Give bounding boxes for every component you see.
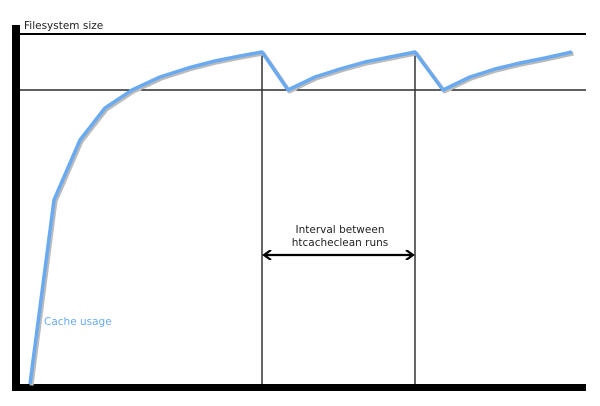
x-axis: [12, 384, 586, 391]
y-axis: [12, 25, 20, 391]
cache-usage-label: Cache usage: [44, 316, 112, 328]
interval-label-line1: Interval between: [296, 224, 385, 236]
cache-usage-curve: [28, 50, 573, 385]
y-axis-label: Filesystem size: [24, 20, 103, 32]
cache-usage-curve-shadow: [29, 51, 574, 386]
interval-label-line2: htcacheclean runs: [292, 237, 389, 249]
